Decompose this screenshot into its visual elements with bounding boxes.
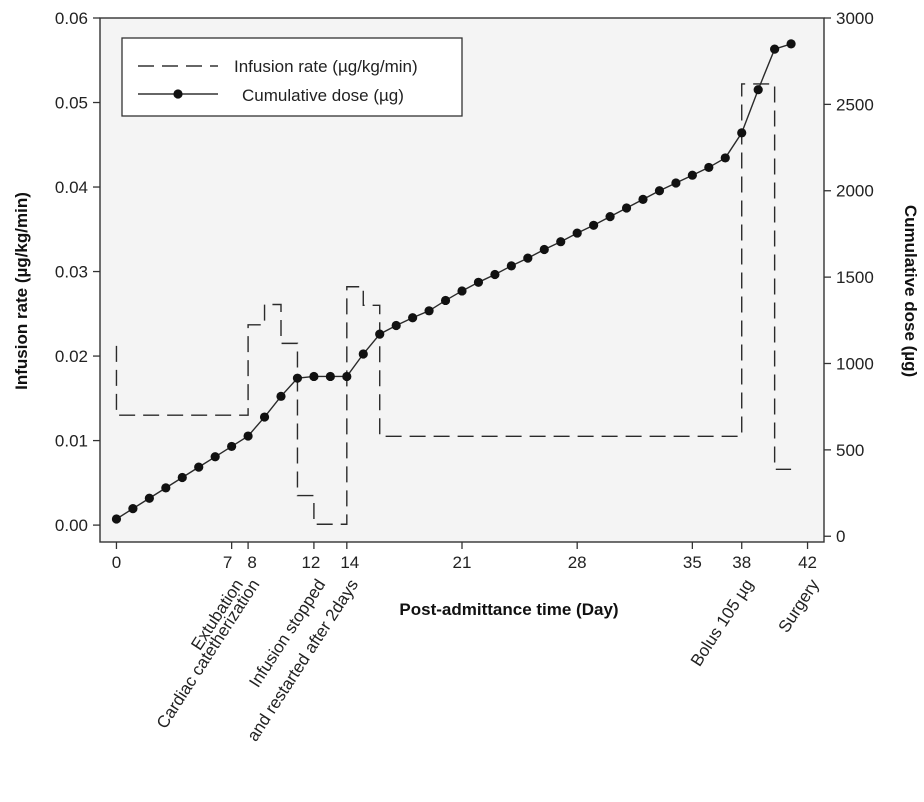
y-left-tick-label: 0.05 xyxy=(55,94,88,113)
cumulative-dose-point xyxy=(786,39,796,49)
cumulative-dose-point xyxy=(342,371,352,382)
cumulative-dose-point xyxy=(408,313,418,323)
cumulative-dose-point xyxy=(523,253,533,263)
y-left-tick-label: 0.00 xyxy=(55,516,88,535)
event-annotation-label: Cardiac catetherization xyxy=(153,576,264,732)
cumulative-dose-point xyxy=(737,128,747,138)
cumulative-dose-point xyxy=(605,212,615,222)
cumulative-dose-point xyxy=(753,85,763,95)
y-right-axis-label: Cumulative dose (µg) xyxy=(901,205,920,377)
legend: Infusion rate (µg/kg/min) Cumulative dos… xyxy=(121,37,463,117)
legend-box xyxy=(121,37,463,117)
x-tick-label: 14 xyxy=(340,553,359,572)
cumulative-dose-point xyxy=(243,431,253,441)
cumulative-dose-point xyxy=(194,462,204,472)
x-axis-label: Post-admittance time (Day) xyxy=(399,600,618,619)
right-axis-ticks: 0 500 1000 1500 2000 2500 3000 xyxy=(824,9,874,546)
cumulative-dose-point xyxy=(490,269,500,280)
cumulative-dose-point xyxy=(128,504,138,514)
x-tick-label: 0 xyxy=(112,553,121,572)
y-left-tick-label: 0.06 xyxy=(55,9,88,28)
cumulative-dose-point xyxy=(210,452,220,462)
cumulative-dose-point xyxy=(358,349,368,359)
cumulative-dose-point xyxy=(292,373,303,383)
infusion-rate-line xyxy=(115,83,792,525)
legend-infusion-label: Infusion rate (µg/kg/min) xyxy=(234,57,418,76)
y-right-tick-label: 0 xyxy=(836,527,845,546)
legend-dose-marker xyxy=(173,89,183,99)
left-axis-ticks: 0.00 0.01 0.02 0.03 0.04 0.05 0.06 xyxy=(55,9,100,535)
cumulative-dose-point xyxy=(671,178,681,188)
plot-frame xyxy=(99,17,825,543)
y-right-tick-label: 500 xyxy=(836,441,864,460)
y-left-tick-label: 0.02 xyxy=(55,347,88,366)
cumulative-dose-point xyxy=(457,286,467,296)
y-right-tick-label: 1000 xyxy=(836,354,874,373)
cumulative-dose-point xyxy=(704,162,714,173)
y-right-tick-label: 1500 xyxy=(836,268,874,287)
y-right-tick-label: 3000 xyxy=(836,9,874,28)
cumulative-dose-point xyxy=(325,371,335,382)
cumulative-dose-point xyxy=(161,483,171,493)
x-tick-label: 28 xyxy=(568,553,587,572)
y-left-tick-label: 0.03 xyxy=(55,263,88,282)
cumulative-dose-point xyxy=(375,329,385,339)
x-axis-ticks: 0 7 8 12 14 21 28 35 38 42 xyxy=(112,542,817,572)
cumulative-dose-point xyxy=(111,514,122,524)
cumulative-dose-point xyxy=(424,306,434,316)
series-layer xyxy=(111,39,796,525)
legend-dose-label: Cumulative dose (µg) xyxy=(242,86,404,105)
y-left-axis-label: Infusion rate (µg/kg/min) xyxy=(12,192,31,390)
cumulative-dose-point xyxy=(276,391,286,401)
event-annotation-label: Surgery xyxy=(775,575,824,636)
cumulative-dose-point xyxy=(556,237,566,247)
cumulative-dose-point xyxy=(589,220,599,230)
cumulative-dose-point xyxy=(687,170,697,180)
y-right-tick-label: 2500 xyxy=(836,95,874,114)
cumulative-dose-point xyxy=(473,277,484,287)
cumulative-dose-point xyxy=(506,261,516,271)
cumulative-dose-point xyxy=(144,493,154,503)
x-tick-label: 7 xyxy=(223,553,232,572)
y-left-tick-label: 0.01 xyxy=(55,432,88,451)
x-tick-label: 42 xyxy=(798,553,817,572)
cumulative-dose-point xyxy=(177,472,187,483)
cumulative-dose-point xyxy=(539,244,549,255)
y-right-tick-label: 2000 xyxy=(836,182,874,201)
cumulative-dose-point xyxy=(309,371,319,382)
x-tick-label: 35 xyxy=(683,553,702,572)
cumulative-dose-point xyxy=(770,44,780,54)
cumulative-dose-point xyxy=(621,203,632,213)
x-tick-label: 38 xyxy=(732,553,751,572)
cumulative-dose-point xyxy=(638,194,648,204)
event-annotation-label: Bolus 105 µg xyxy=(687,576,757,670)
cumulative-dose-point xyxy=(720,153,730,163)
x-tick-label: 12 xyxy=(301,553,320,572)
cumulative-dose-point xyxy=(227,441,237,452)
cumulative-dose-point xyxy=(440,295,451,306)
y-left-tick-label: 0.04 xyxy=(55,178,88,197)
cumulative-dose-point xyxy=(391,320,401,331)
cumulative-dose-point xyxy=(654,186,665,196)
cumulative-dose-point xyxy=(259,412,270,422)
cumulative-dose-point xyxy=(572,228,582,238)
x-tick-label: 21 xyxy=(453,553,472,572)
x-tick-label: 8 xyxy=(247,553,256,572)
